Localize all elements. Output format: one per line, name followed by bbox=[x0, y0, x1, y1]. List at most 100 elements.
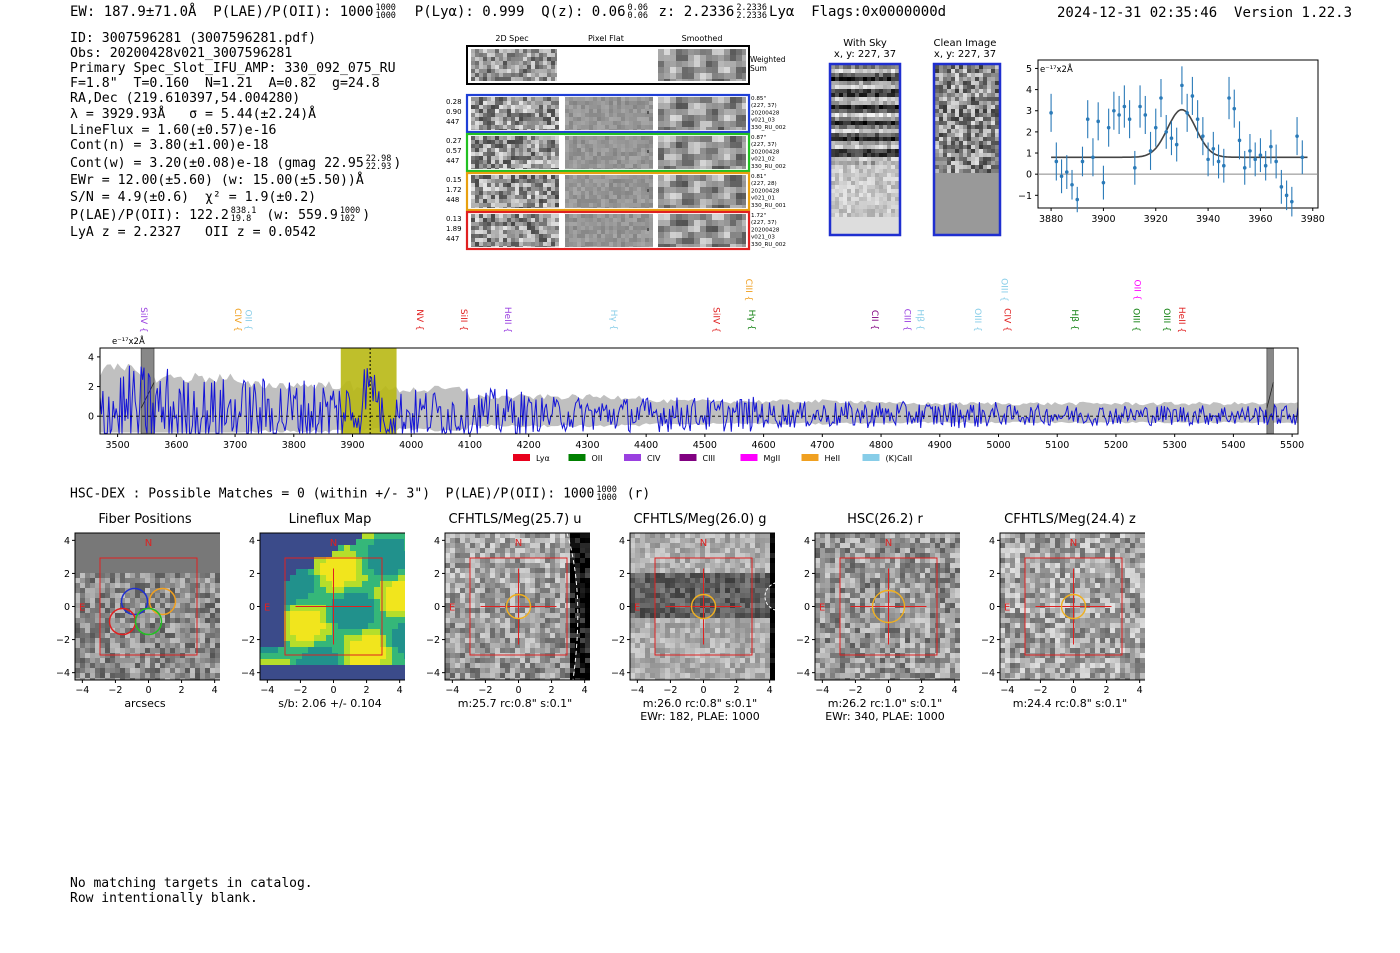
panel-pixel bbox=[75, 558, 80, 563]
panel-pixel bbox=[205, 618, 210, 623]
panel-pixel bbox=[130, 678, 135, 680]
panel-pixel bbox=[362, 587, 368, 593]
panel-pixel bbox=[100, 623, 105, 628]
with-sky-pixel bbox=[843, 169, 847, 173]
panel-pixel bbox=[350, 605, 356, 611]
noise-pixel bbox=[543, 97, 547, 101]
panel-pixel bbox=[160, 608, 165, 613]
panel-pixel bbox=[356, 551, 362, 557]
panel-pixel bbox=[100, 538, 105, 543]
blob-pixel bbox=[658, 148, 664, 154]
noise-pixel bbox=[585, 129, 589, 130]
blob-pixel bbox=[688, 205, 694, 208]
panel-pixel bbox=[75, 548, 80, 553]
panel-pixel bbox=[110, 673, 115, 678]
noise-pixel bbox=[475, 148, 479, 152]
emission-line-label: OIII { bbox=[998, 278, 1008, 302]
blob-pixel bbox=[724, 193, 730, 199]
noise-pixel bbox=[629, 230, 633, 234]
noise-pixel bbox=[487, 113, 491, 117]
with-sky-pixel bbox=[891, 177, 895, 181]
noise-pixel bbox=[535, 183, 539, 187]
with-sky-pixel bbox=[887, 129, 891, 133]
with-sky-pixel bbox=[847, 121, 851, 125]
noise-pixel bbox=[495, 226, 499, 230]
noise-pixel bbox=[499, 156, 503, 160]
panel-pixel bbox=[120, 673, 125, 678]
clean-pixel bbox=[943, 93, 947, 97]
noise-pixel bbox=[585, 125, 589, 129]
noise-pixel bbox=[633, 121, 637, 125]
noise-pixel bbox=[555, 222, 559, 226]
with-sky-pixel bbox=[875, 193, 879, 197]
noise-pixel bbox=[487, 117, 491, 121]
noise-pixel bbox=[543, 230, 547, 234]
panel-pixel bbox=[308, 623, 314, 629]
noise-pixel bbox=[601, 144, 605, 148]
noise-pixel bbox=[601, 183, 605, 187]
blob-pixel bbox=[730, 175, 736, 181]
noise-pixel bbox=[613, 226, 617, 230]
with-sky-pixel bbox=[835, 93, 839, 97]
noise-pixel bbox=[621, 179, 625, 183]
cutout-row-meta: 330_RU_001 bbox=[751, 203, 786, 209]
blob-pixel bbox=[736, 166, 742, 169]
blob-pixel bbox=[718, 220, 724, 226]
panel-pixel bbox=[160, 638, 165, 643]
with-sky-pixel bbox=[891, 85, 895, 89]
clean-pixel bbox=[955, 133, 959, 137]
noise-pixel bbox=[523, 136, 527, 140]
panel-pixel bbox=[350, 563, 356, 569]
with-sky-pixel bbox=[871, 177, 875, 181]
clean-pixel bbox=[951, 93, 955, 97]
weighted-smoothed bbox=[658, 49, 746, 81]
noise-pixel bbox=[601, 214, 605, 218]
clean-pixel bbox=[991, 105, 995, 109]
blob-pixel bbox=[718, 49, 724, 55]
blob-pixel bbox=[664, 61, 670, 67]
with-sky-pixel bbox=[879, 145, 883, 149]
clean-pixel bbox=[979, 125, 983, 129]
noise-pixel bbox=[495, 57, 499, 61]
noise-pixel bbox=[601, 203, 605, 207]
noise-pixel bbox=[621, 152, 625, 156]
panel-pixel bbox=[404, 545, 405, 551]
noise-pixel bbox=[597, 113, 601, 117]
panel-pixel bbox=[185, 613, 190, 618]
panel-pixel bbox=[170, 553, 175, 558]
noise-pixel bbox=[613, 121, 617, 125]
noise-pixel bbox=[565, 105, 569, 109]
panel-pixel bbox=[120, 583, 125, 588]
with-sky-pixel bbox=[895, 153, 899, 157]
noise-pixel bbox=[569, 101, 573, 105]
with-sky-pixel bbox=[839, 77, 843, 81]
noise-pixel bbox=[543, 175, 547, 179]
noise-pixel bbox=[519, 183, 523, 187]
clean-pixel bbox=[983, 165, 987, 169]
noise-pixel bbox=[507, 218, 511, 222]
noise-pixel bbox=[547, 175, 551, 179]
panel-pixel bbox=[350, 581, 356, 587]
noise-pixel bbox=[577, 246, 581, 247]
noise-pixel bbox=[531, 214, 535, 218]
panel-pixel bbox=[356, 623, 362, 629]
noise-pixel bbox=[507, 175, 511, 179]
panel-pixel bbox=[190, 553, 195, 558]
clean-pixel bbox=[995, 145, 999, 149]
panel-pixel bbox=[150, 563, 155, 568]
with-sky-pixel bbox=[887, 169, 891, 173]
noise-pixel bbox=[621, 230, 625, 234]
panel-pixel bbox=[290, 575, 296, 581]
panel-pixel bbox=[356, 581, 362, 587]
panel-pixel bbox=[344, 599, 350, 605]
blob-pixel bbox=[730, 97, 736, 103]
with-sky-pixel bbox=[883, 189, 887, 193]
noise-pixel bbox=[645, 125, 649, 129]
noise-pixel bbox=[601, 129, 605, 130]
panel-pixel bbox=[75, 648, 80, 653]
with-sky-pixel bbox=[859, 113, 863, 117]
with-sky-pixel bbox=[883, 109, 887, 113]
noise-pixel bbox=[633, 242, 637, 246]
noise-pixel bbox=[641, 129, 645, 130]
noise-pixel bbox=[507, 203, 511, 207]
